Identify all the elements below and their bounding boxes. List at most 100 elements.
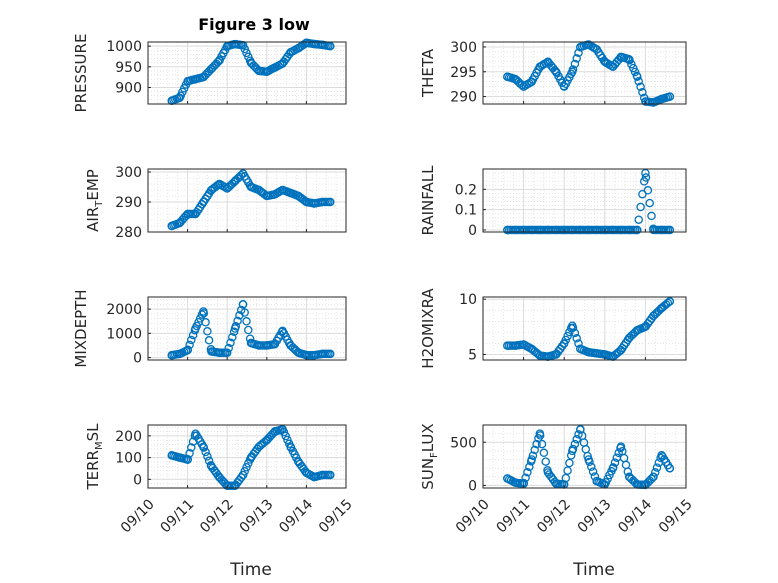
data-point bbox=[262, 341, 272, 350]
data-point bbox=[204, 336, 214, 345]
data-point bbox=[167, 221, 177, 231]
axes-frame bbox=[482, 168, 687, 233]
data-point bbox=[559, 82, 569, 91]
data-point bbox=[262, 191, 272, 201]
data-point bbox=[551, 67, 561, 77]
data-point bbox=[254, 341, 264, 350]
y-axis-label: THETA bbox=[419, 48, 437, 98]
data-point bbox=[574, 48, 583, 58]
data-point bbox=[199, 197, 208, 207]
data-point bbox=[665, 225, 675, 235]
data-point bbox=[325, 349, 335, 359]
data-point bbox=[238, 300, 248, 309]
data-point bbox=[665, 92, 675, 101]
data-point bbox=[576, 344, 585, 354]
data-point bbox=[641, 480, 650, 490]
data-point bbox=[592, 225, 601, 235]
data-point bbox=[584, 225, 593, 235]
data-point bbox=[663, 298, 673, 308]
data-point bbox=[645, 198, 654, 208]
data-point bbox=[570, 59, 580, 69]
data-point bbox=[634, 215, 643, 224]
axes-frame bbox=[147, 424, 347, 489]
data-point bbox=[310, 472, 319, 482]
data-point bbox=[203, 327, 212, 336]
data-point bbox=[230, 324, 240, 333]
data-point bbox=[649, 225, 658, 235]
data-point bbox=[624, 225, 634, 235]
marker-group bbox=[167, 300, 335, 360]
data-point bbox=[633, 225, 642, 235]
y-axis-label: SUNFLUX bbox=[419, 423, 440, 489]
data-point bbox=[242, 48, 251, 58]
data-point bbox=[527, 225, 536, 235]
data-point bbox=[627, 59, 636, 69]
data-point bbox=[511, 478, 520, 488]
marker-group bbox=[503, 297, 675, 361]
data-point bbox=[647, 474, 656, 484]
data-point bbox=[294, 457, 303, 467]
data-point bbox=[233, 316, 242, 326]
subplot-theta: 290 295 300 THETA bbox=[419, 40, 687, 107]
data-point bbox=[207, 185, 216, 195]
data-point bbox=[175, 349, 184, 359]
data-point bbox=[317, 40, 327, 50]
data-point bbox=[638, 189, 647, 199]
y-tick-label: 200 bbox=[115, 429, 142, 445]
marker-group bbox=[503, 40, 675, 107]
data-point bbox=[559, 225, 569, 235]
data-point bbox=[559, 339, 569, 348]
data-point bbox=[587, 462, 596, 472]
data-point bbox=[167, 350, 177, 360]
y-tick-label: 295 bbox=[450, 65, 477, 81]
data-point bbox=[270, 63, 279, 72]
data-point bbox=[610, 458, 620, 467]
data-point bbox=[278, 59, 287, 68]
data-point bbox=[634, 76, 643, 86]
data-point bbox=[242, 317, 251, 326]
y-tick-label: 0 bbox=[133, 351, 142, 367]
data-point bbox=[649, 98, 658, 107]
data-point bbox=[511, 74, 520, 84]
data-point bbox=[254, 185, 264, 195]
data-point bbox=[230, 39, 240, 49]
data-point bbox=[204, 456, 214, 466]
data-point bbox=[226, 338, 235, 347]
subplot-h2omixra: 5 10 H2OMIXRA bbox=[419, 288, 687, 369]
data-point bbox=[278, 425, 287, 434]
subplot-air-temp: 280 290 300 AIRTEMP bbox=[84, 165, 347, 241]
data-point bbox=[278, 185, 287, 195]
data-point bbox=[254, 66, 264, 76]
data-point bbox=[325, 470, 335, 480]
data-point bbox=[535, 429, 545, 438]
y-axis-label: AIRTEMP bbox=[84, 169, 105, 232]
data-point bbox=[641, 322, 650, 332]
data-point bbox=[576, 425, 585, 434]
y-tick-label: 1000 bbox=[106, 326, 142, 342]
data-point bbox=[246, 453, 256, 462]
y-tick-label: 10 bbox=[459, 292, 477, 308]
data-point bbox=[207, 462, 216, 471]
data-point bbox=[175, 218, 184, 228]
y-tick-label: 2000 bbox=[106, 302, 142, 318]
data-point bbox=[270, 190, 279, 199]
data-point bbox=[565, 458, 574, 468]
data-point bbox=[630, 67, 640, 77]
data-point bbox=[246, 58, 256, 67]
data-point bbox=[537, 439, 547, 449]
data-point bbox=[215, 56, 224, 65]
data-point bbox=[643, 186, 653, 195]
data-point bbox=[574, 430, 583, 439]
data-point bbox=[246, 338, 256, 348]
data-point bbox=[236, 473, 246, 482]
y-tick-label: 100 bbox=[115, 451, 142, 467]
y-tick-label: 0.1 bbox=[455, 203, 477, 219]
data-point bbox=[608, 463, 618, 473]
data-point bbox=[519, 225, 528, 235]
data-point bbox=[222, 481, 232, 491]
data-point bbox=[183, 209, 192, 219]
data-point bbox=[246, 182, 256, 192]
data-point bbox=[503, 341, 512, 350]
data-point bbox=[199, 72, 208, 82]
data-point bbox=[503, 474, 512, 483]
